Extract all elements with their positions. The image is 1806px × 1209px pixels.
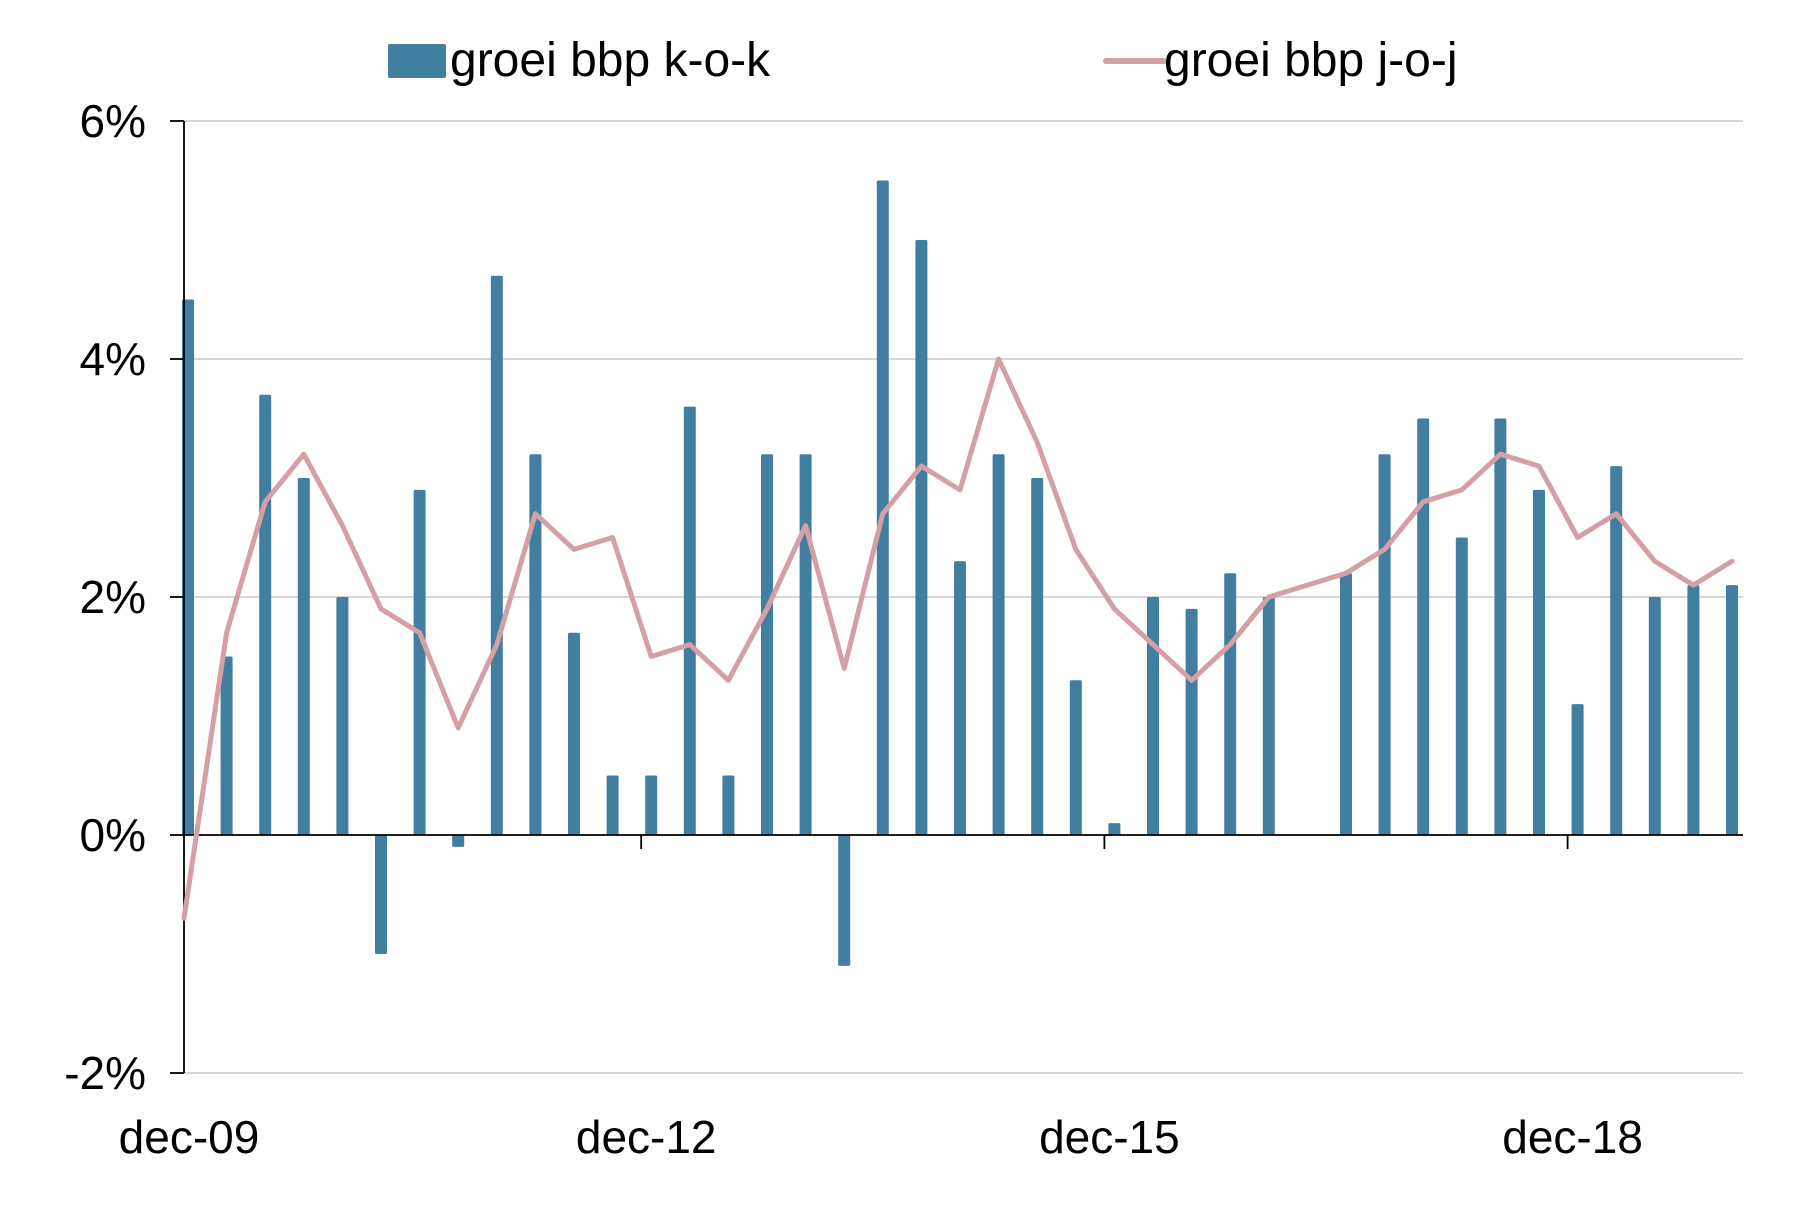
bar (1185, 608, 1198, 835)
bar (182, 299, 194, 835)
bar (992, 454, 1005, 835)
bar (645, 775, 658, 835)
x-tick-label: dec-15 (1039, 1111, 1180, 1163)
bar (1533, 489, 1545, 835)
bar (915, 240, 928, 835)
bar (568, 632, 580, 835)
x-tick-label: dec-09 (119, 1111, 260, 1163)
bar (413, 489, 426, 835)
bar (1571, 704, 1584, 835)
bar (452, 835, 465, 847)
bar (838, 835, 851, 966)
legend-label-bar: groei bbp k-o-k (450, 34, 771, 87)
line-series (181, 356, 1735, 921)
bar (1108, 823, 1121, 835)
bar (375, 835, 387, 954)
bar (529, 454, 542, 835)
bar (722, 775, 735, 835)
gridlines (184, 120, 1743, 1074)
bar (1378, 454, 1391, 835)
bar (1069, 680, 1082, 835)
bar (1494, 418, 1507, 835)
legend-swatch-bar (388, 44, 446, 78)
y-tick-labels: -2% 0% 2% 4% 6% (64, 95, 146, 1099)
bar (1687, 585, 1700, 835)
y-tick-label: -2% (64, 1047, 146, 1099)
bar (799, 454, 812, 835)
x-tick-label: dec-12 (576, 1111, 717, 1163)
y-tick-label: 0% (80, 809, 146, 861)
bar (220, 656, 233, 835)
x-tick-label: dec-18 (1502, 1111, 1643, 1163)
bar (1224, 573, 1237, 835)
bar (259, 394, 272, 835)
bar (297, 478, 310, 835)
bar (1147, 597, 1159, 835)
legend-label-line: groei bbp j-o-j (1164, 34, 1457, 87)
bar (761, 454, 773, 835)
bar (1340, 573, 1352, 835)
y-tick-label: 4% (80, 333, 146, 385)
legend: groei bbp k-o-k groei bbp j-o-j (388, 34, 1457, 87)
bar-series (182, 180, 1738, 966)
bar (606, 775, 619, 835)
y-tick-label: 2% (80, 571, 146, 623)
y-tick-label: 6% (80, 95, 146, 147)
bar (336, 597, 349, 835)
bar (876, 180, 889, 835)
bar (1031, 478, 1044, 835)
bar (1726, 585, 1738, 835)
bar (954, 561, 966, 835)
series-line (181, 356, 1735, 921)
bar (1648, 597, 1661, 835)
bar (683, 406, 696, 835)
x-tick-labels: dec-09 dec-12 dec-15 dec-18 (119, 1111, 1643, 1163)
bar (1610, 466, 1623, 835)
bar (1262, 597, 1275, 835)
bar (1417, 418, 1430, 835)
bar (490, 275, 503, 835)
bar (1455, 537, 1468, 835)
